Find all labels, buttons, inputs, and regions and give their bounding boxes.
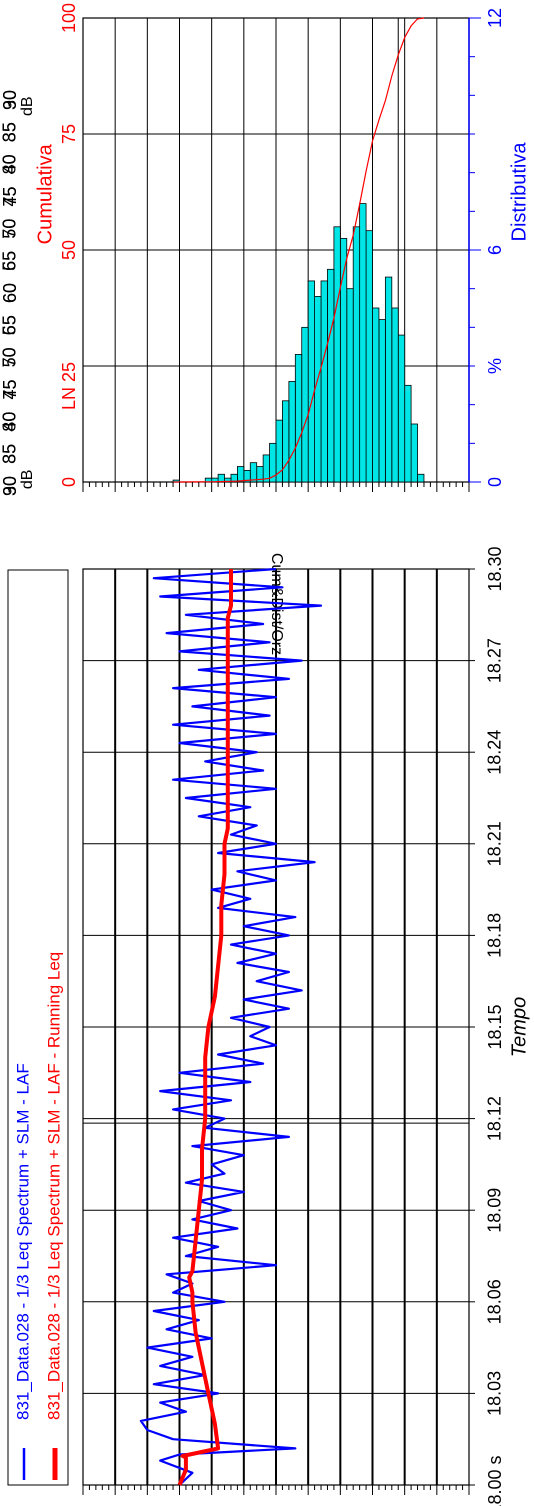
x-tick-label: 18.18: [485, 913, 505, 958]
db-tick-label: 70: [0, 219, 20, 239]
histogram-bar: [217, 473, 225, 483]
histogram-bar: [384, 276, 393, 483]
cumulative-tick-label: 50: [59, 240, 79, 260]
db-tick-label: 30: [0, 476, 20, 496]
cumulative-axis-label: Cumulativa: [34, 143, 56, 244]
x-axis-label: Tempo: [508, 997, 530, 1057]
y-tick-label: 90: [0, 476, 20, 496]
y-tick-label: 50: [0, 219, 20, 239]
db-tick-label: 45: [0, 380, 20, 400]
histogram-bar: [372, 307, 380, 483]
histogram-bar: [294, 353, 303, 483]
histogram-bar: [333, 226, 341, 483]
histogram-bar: [378, 319, 386, 483]
histogram-bar: [397, 334, 406, 483]
x-tick-label: 18.09: [485, 1188, 505, 1233]
histogram-bar: [288, 381, 296, 483]
y-tick-label: 45: [0, 187, 20, 207]
x-tick-label: 18.21: [485, 821, 505, 866]
histogram-bar: [236, 466, 245, 483]
histogram-bar: [327, 268, 335, 483]
db-tick-label: 55: [0, 315, 20, 335]
db-axis-unit: dB: [19, 96, 36, 116]
db-tick-label: 40: [0, 412, 20, 432]
histogram-bar: [359, 203, 367, 483]
histogram-bar: [410, 423, 418, 483]
distributive-tick-label: %: [485, 358, 505, 374]
histogram-bar: [249, 462, 258, 483]
legend-label: 831_Data.028 - 1/3 Leq Spectrum + SLM - …: [44, 952, 63, 1420]
histogram-bar: [417, 473, 425, 483]
histogram-bar: [352, 226, 361, 483]
distributive-tick-label: 0: [485, 477, 505, 487]
y-tick-label: 60: [0, 283, 20, 303]
y-tick-label: 35: [0, 122, 20, 142]
x-tick-label: 18.00 s: [485, 1455, 505, 1506]
db-tick-label: 90: [0, 90, 20, 110]
histogram-bar: [314, 295, 322, 483]
db-tick-label: 75: [0, 187, 20, 207]
y-tick-label: 85: [0, 444, 20, 464]
series-line-laf: [139, 567, 323, 1486]
y-tick-label: 55: [0, 251, 20, 271]
histogram-bar: [307, 280, 315, 483]
cumulative-tick-label: LN 25: [59, 362, 79, 410]
cumulative-curve: [173, 17, 425, 483]
x-tick-label: 18.03: [485, 1371, 505, 1416]
db-tick-label: 85: [0, 122, 20, 142]
db-tick-label: 80: [0, 154, 20, 174]
y-tick-label: 70: [0, 347, 20, 367]
histogram-bar: [346, 288, 354, 483]
y-axis-unit: dB: [19, 470, 36, 490]
histogram-bar: [301, 326, 309, 483]
x-tick-label: 18.24: [485, 730, 505, 775]
histogram-bar: [391, 307, 399, 483]
db-tick-label: 65: [0, 251, 20, 271]
time-history-chart: 18.00 s 18.03 18.06 18.09 18.12 18.15 18.18 18.…: [0, 90, 530, 1506]
legend: 831_Data.028 - 1/3 Leq Spectrum + SLM - …: [7, 569, 69, 1486]
histogram-bar: [404, 384, 412, 483]
legend-label: 831_Data.028 - 1/3 Leq Spectrum + SLM - …: [13, 1063, 32, 1420]
db-tick-label: 60: [0, 283, 20, 303]
db-tick-label: 50: [0, 347, 20, 367]
x-tick-label: 18.30: [485, 546, 505, 591]
y-tick-label: 65: [0, 315, 20, 335]
y-tick-label: 75: [0, 380, 20, 400]
legend-box: [7, 569, 69, 1486]
x-tick-label: 18.27: [485, 638, 505, 683]
y-tick-label: 40: [0, 154, 20, 174]
x-tick-label: 18.12: [485, 1096, 505, 1141]
distributive-axis-label: Distributiva: [508, 142, 530, 242]
distributive-tick-label: 12: [485, 8, 505, 28]
histogram-bar: [282, 400, 290, 483]
cumulative-tick-label: 0: [59, 477, 79, 487]
y-tick-label: 80: [0, 412, 20, 432]
cumulative-tick-label: 75: [59, 124, 79, 144]
cumulative-tick-label: 100: [59, 3, 79, 33]
y-tick-label: 30: [0, 90, 20, 110]
db-tick-label: 35: [0, 444, 20, 464]
series-line-running-leq: [177, 569, 233, 1486]
histogram-bar: [320, 280, 328, 483]
histogram-bar: [365, 230, 373, 483]
x-tick-label: 18.06: [485, 1279, 505, 1324]
distributive-tick-label: 6: [485, 245, 505, 255]
x-tick-label: 18.15: [485, 1004, 505, 1049]
